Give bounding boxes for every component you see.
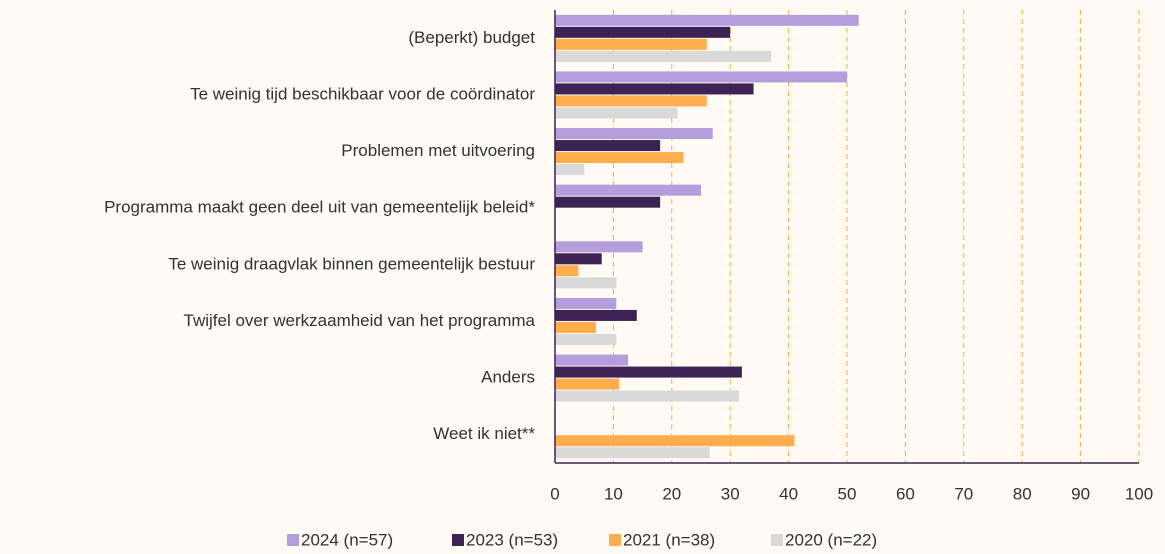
x-tick-label: 20 xyxy=(662,484,681,503)
bar xyxy=(555,354,628,366)
bar xyxy=(555,265,579,277)
bar xyxy=(555,309,637,321)
bar xyxy=(555,277,617,289)
legend-label: 2023 (n=53) xyxy=(466,530,558,549)
bar xyxy=(555,50,772,62)
bar xyxy=(555,38,707,50)
legend-swatch xyxy=(287,534,299,546)
category-label: Weet ik niet** xyxy=(433,424,535,443)
x-tick-label: 100 xyxy=(1125,484,1153,503)
bar xyxy=(555,140,661,152)
bar xyxy=(555,26,731,38)
category-label: (Beperkt) budget xyxy=(408,28,535,47)
category-label: Programma maakt geen deel uit van gemeen… xyxy=(104,198,535,217)
bar xyxy=(555,378,620,390)
x-tick-label: 0 xyxy=(550,484,559,503)
legend-swatch xyxy=(771,534,783,546)
x-tick-label: 80 xyxy=(1013,484,1032,503)
bar xyxy=(555,333,617,345)
bar xyxy=(555,83,754,95)
bar xyxy=(555,95,707,107)
bar xyxy=(555,297,617,309)
bar xyxy=(555,253,602,265)
x-tick-label: 10 xyxy=(604,484,623,503)
bar xyxy=(555,128,713,140)
x-tick-label: 70 xyxy=(954,484,973,503)
bar xyxy=(555,447,710,459)
category-label: Anders xyxy=(481,368,535,387)
x-tick-label: 30 xyxy=(721,484,740,503)
bar xyxy=(555,14,859,26)
x-tick-label: 40 xyxy=(779,484,798,503)
x-tick-label: 60 xyxy=(896,484,915,503)
legend-label: 2021 (n=38) xyxy=(623,530,715,549)
legend-label: 2024 (n=57) xyxy=(301,530,393,549)
bar xyxy=(555,107,678,119)
category-label: Te weinig tijd beschikbaar voor de coörd… xyxy=(190,84,535,103)
x-tick-label: 50 xyxy=(838,484,857,503)
bar xyxy=(555,435,795,447)
bar xyxy=(555,184,701,196)
bar xyxy=(555,152,684,164)
bar xyxy=(555,241,643,253)
bar xyxy=(555,164,585,176)
bar xyxy=(555,196,661,208)
bar xyxy=(555,71,847,83)
category-label: Te weinig draagvlak binnen gemeentelijk … xyxy=(168,254,535,273)
bar xyxy=(555,366,742,378)
legend-swatch xyxy=(452,534,464,546)
bar xyxy=(555,321,596,333)
category-label: Twijfel over werkzaamheid van het progra… xyxy=(184,311,536,330)
bar xyxy=(555,390,739,402)
category-label: Problemen met uitvoering xyxy=(341,141,535,160)
legend-swatch xyxy=(609,534,621,546)
legend-label: 2020 (n=22) xyxy=(785,530,877,549)
x-tick-label: 90 xyxy=(1071,484,1090,503)
